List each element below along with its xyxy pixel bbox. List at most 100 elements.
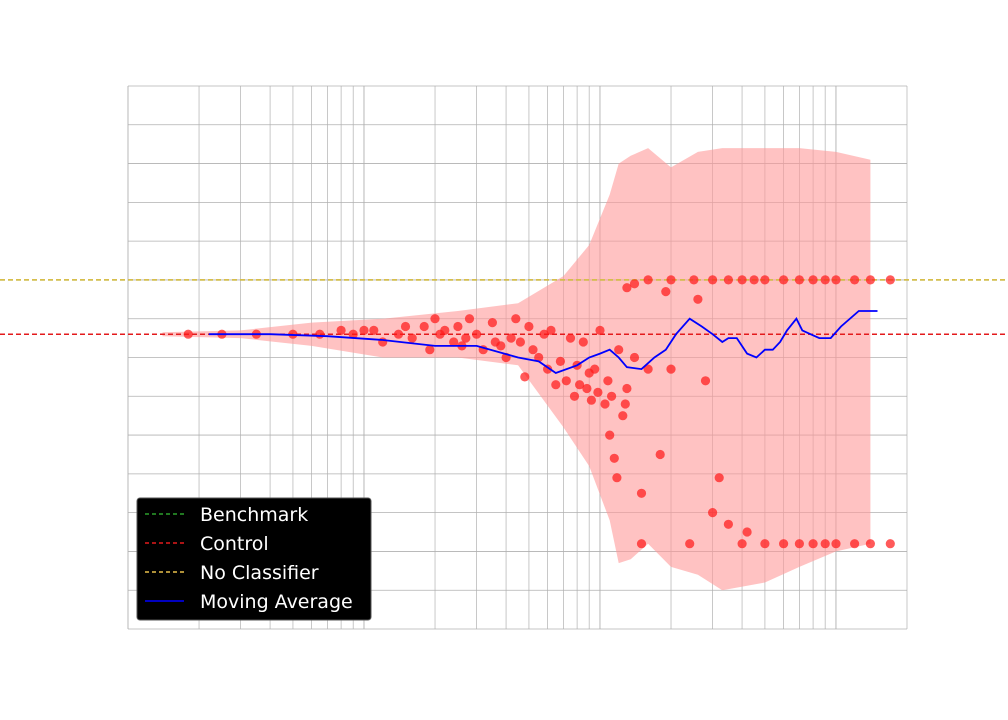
scatter-point [622,383,632,394]
scatter-point [820,539,830,549]
scatter-point [850,539,860,549]
scatter-point [315,329,325,339]
scatter-point [808,539,818,549]
scatter-point [655,449,665,460]
scatter-point [779,275,789,285]
scatter-points [183,275,895,549]
legend-box [136,497,372,621]
scatter-point [609,453,619,463]
scatter-point [620,399,630,409]
scatter-point [865,275,876,285]
scatter-point [565,333,576,343]
scatter-point [831,275,841,285]
scatter-point [578,337,588,347]
scatter-point [779,539,789,549]
scatter-point [666,275,676,285]
scatter-point [586,395,597,405]
scatter-point [539,329,549,339]
legend-label-control: Control [200,533,269,555]
legend-label-moving-average: Moving Average [200,591,353,613]
scatter-point [551,380,561,390]
scatter-point [603,376,613,386]
scatter-point [569,391,580,401]
scatter-point [737,275,747,285]
moving-average-path [208,310,878,375]
scatter-point [612,473,622,483]
scatter-point [708,275,718,285]
scatter-point [183,329,193,339]
scatter-point [520,372,530,382]
scatter-point [666,364,676,374]
scatter-point [359,325,369,335]
scatter-point [555,356,566,366]
scatter-point [643,275,653,285]
scatter-point [749,275,759,285]
scatter-point [515,337,526,347]
scatter-point [808,275,818,285]
scatter-point [605,430,615,440]
scatter-point [378,337,388,347]
scatter-point [714,473,724,483]
scatter-point [629,279,640,289]
scatter-point [723,519,734,529]
scatter-point [582,383,592,394]
scatter-point [661,287,671,297]
scatter-point [760,275,770,285]
scatter-point [595,325,605,335]
scatter-point [614,345,624,355]
scatter-point [453,321,463,332]
scatter-point [629,352,640,363]
moving-average-line [208,310,878,375]
scatter-point [590,364,600,374]
scatter-point [369,325,379,335]
scatter-point [636,539,647,549]
scatter-point [636,488,647,498]
scatter-point [561,376,571,386]
scatter-point [643,364,653,374]
scatter-point [400,321,411,332]
legend-label-benchmark: Benchmark [200,504,308,526]
scatter-point [693,294,703,304]
scatter-point [618,411,628,421]
scatter-point [760,539,770,549]
scatter-point [885,275,895,285]
scatter-point [575,380,585,390]
scatter-point [407,333,417,343]
scatter-point [546,325,556,335]
scatter-point [622,283,632,293]
scatter-point [742,527,752,537]
std-band-area [162,148,871,591]
scatter-point [472,329,482,339]
scatter-point [511,314,521,324]
scatter-point [685,539,695,549]
scatter-point [708,507,718,518]
scatter-point [487,318,497,328]
scatter-point [534,352,544,363]
scatter-point [600,399,610,409]
scatter-point [393,329,404,339]
std-band [162,148,871,591]
scatter-point [464,314,475,324]
scatter-point [865,539,876,549]
scatter-point [430,314,440,324]
scatter-point [528,345,538,355]
legend-label-no-classifier: No Classifier [200,562,319,584]
scatter-point [506,333,516,343]
scatter-point [700,376,711,386]
scatter-point [419,321,429,332]
scatter-point [496,341,506,351]
scatter-point [831,539,841,549]
scatter-point [461,333,471,343]
scatter-point [885,539,895,549]
scatter-point [607,391,617,401]
scatter-point [593,387,603,397]
scatter-point [794,275,805,285]
scatter-point [689,275,699,285]
scatter-point [440,325,450,335]
scatter-point [449,337,459,347]
scatter-point [524,321,534,332]
scatter-point [425,345,435,355]
scatter-point [737,539,747,549]
scatter-point [820,275,830,285]
